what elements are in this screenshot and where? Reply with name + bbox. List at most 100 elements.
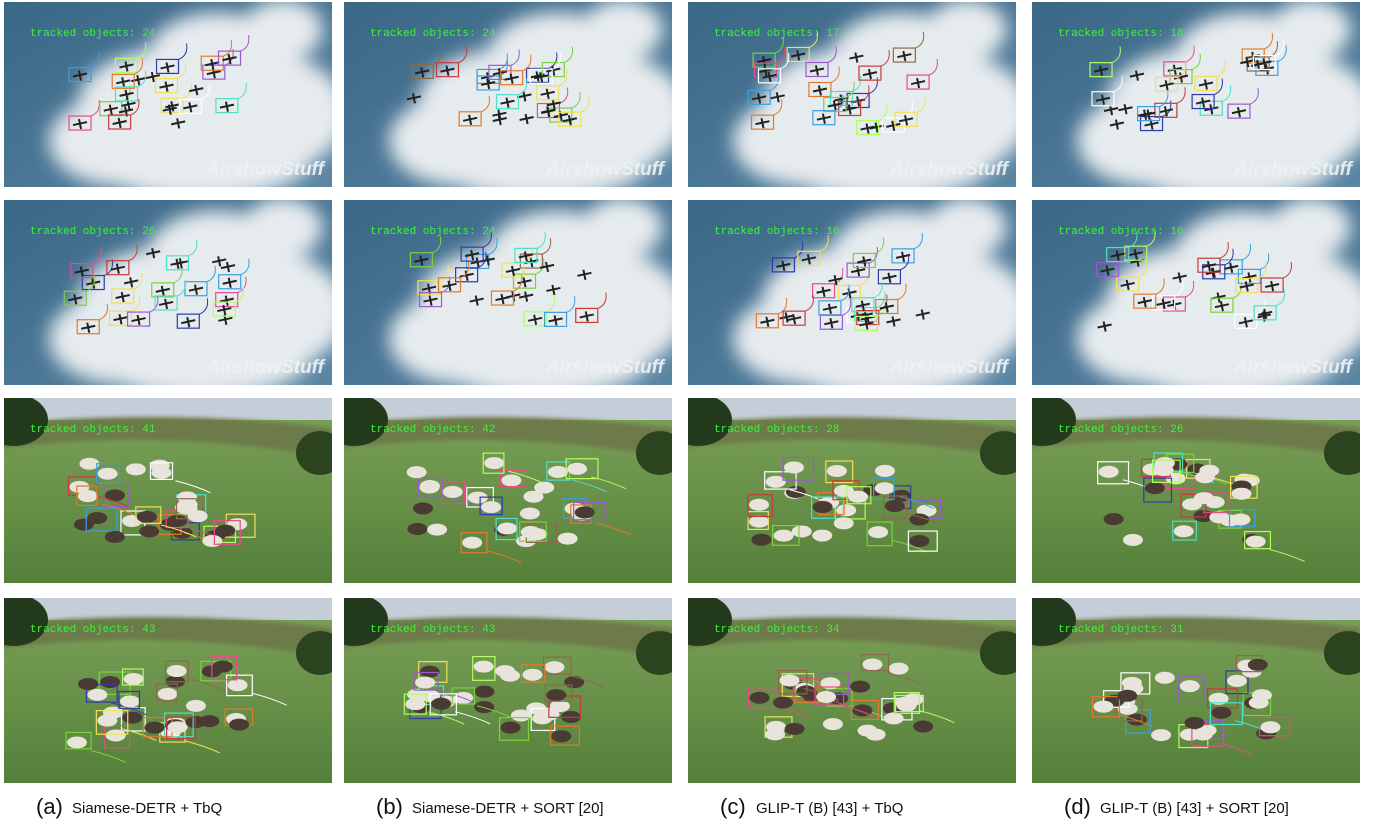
plane xyxy=(1223,262,1239,274)
frame: AirshowStuff tracked objects: 24 xyxy=(344,200,672,385)
track-trail xyxy=(1269,549,1305,562)
plane xyxy=(546,99,561,110)
track-trail xyxy=(188,239,198,257)
track-trail xyxy=(852,75,862,92)
tracking-box xyxy=(63,290,87,306)
plane xyxy=(1109,119,1125,130)
track-trail xyxy=(149,295,159,313)
frame: tracked objects: 41 xyxy=(4,398,332,583)
track-trail xyxy=(868,77,878,94)
plane xyxy=(760,316,775,327)
animal xyxy=(501,474,522,487)
plane xyxy=(1173,72,1189,83)
plane xyxy=(1137,109,1153,120)
cloud-puff xyxy=(430,317,651,385)
plane xyxy=(886,120,901,132)
plane xyxy=(131,314,146,326)
track-trail xyxy=(860,85,870,102)
track-trail xyxy=(558,69,568,87)
tracking-box xyxy=(851,297,875,313)
tracking-box xyxy=(499,469,527,488)
track-trail xyxy=(480,95,490,113)
track-trail xyxy=(1146,230,1156,247)
plane xyxy=(165,101,180,112)
track-trail xyxy=(580,96,590,113)
tracking-box xyxy=(501,262,525,278)
plane xyxy=(1158,106,1174,117)
tracking-box xyxy=(1091,696,1120,718)
tracking-box xyxy=(1097,461,1130,485)
plane xyxy=(519,113,534,125)
track-trail xyxy=(175,480,211,494)
animal xyxy=(833,517,854,530)
track-trail xyxy=(773,99,783,116)
plane xyxy=(786,313,802,325)
track-trail xyxy=(875,237,885,254)
plane xyxy=(816,286,831,297)
plane xyxy=(415,67,430,78)
track-trail xyxy=(928,58,938,76)
tracking-box xyxy=(96,463,121,484)
tracking-box xyxy=(907,530,938,552)
animal xyxy=(415,676,436,689)
horizon-sky xyxy=(344,398,672,420)
track-trail xyxy=(92,247,102,265)
plane xyxy=(756,55,772,67)
tracking-box xyxy=(202,64,226,80)
tree xyxy=(1324,431,1360,475)
tree xyxy=(688,398,732,446)
tracking-box xyxy=(482,452,505,474)
tracking-box xyxy=(151,282,175,298)
distant-town xyxy=(688,416,1016,458)
track-trail xyxy=(237,82,247,100)
tracked-counter: tracked objects: 43 xyxy=(30,624,155,636)
plane xyxy=(183,102,198,113)
tracking-box xyxy=(825,460,854,484)
tracking-box xyxy=(417,476,443,497)
animal xyxy=(895,696,916,709)
track-trail xyxy=(542,237,552,255)
plane xyxy=(822,303,838,315)
animal xyxy=(119,695,140,708)
animal xyxy=(913,720,934,733)
plane xyxy=(910,77,926,89)
plane xyxy=(181,316,196,328)
tracking-box xyxy=(523,311,547,327)
plane xyxy=(860,313,875,324)
track-trail xyxy=(498,53,508,70)
frame: tracked objects: 43 xyxy=(344,598,672,783)
track-trail xyxy=(551,53,561,70)
plane xyxy=(222,53,237,65)
tracking-box xyxy=(866,521,893,547)
tracking-box xyxy=(1151,459,1181,484)
tracking-box xyxy=(85,507,118,532)
plane xyxy=(469,295,484,306)
animal xyxy=(862,658,883,671)
animal xyxy=(187,510,208,523)
animal xyxy=(413,502,434,515)
animal xyxy=(884,500,905,513)
track-trail xyxy=(868,247,878,264)
track-trail xyxy=(455,711,491,725)
animal xyxy=(69,480,90,493)
animal xyxy=(104,530,125,543)
track-trail xyxy=(830,66,840,83)
tracking-box xyxy=(881,117,905,133)
track-trail xyxy=(913,232,923,250)
plane xyxy=(188,284,204,295)
animal xyxy=(1251,689,1272,702)
animal xyxy=(199,715,220,728)
animal xyxy=(520,526,541,539)
tracking-box xyxy=(163,712,194,738)
horizon-sky xyxy=(344,598,672,620)
plane xyxy=(758,65,773,77)
plane xyxy=(1100,265,1115,276)
track-trail xyxy=(1263,32,1274,50)
frame: tracked objects: 43 xyxy=(4,598,332,783)
animal xyxy=(1209,511,1230,524)
animal xyxy=(816,691,837,704)
animal xyxy=(151,466,172,479)
animal xyxy=(497,522,518,535)
caption-method: GLIP-T (B) [43] + TbQ xyxy=(756,800,903,817)
tracking-box xyxy=(1191,93,1215,110)
